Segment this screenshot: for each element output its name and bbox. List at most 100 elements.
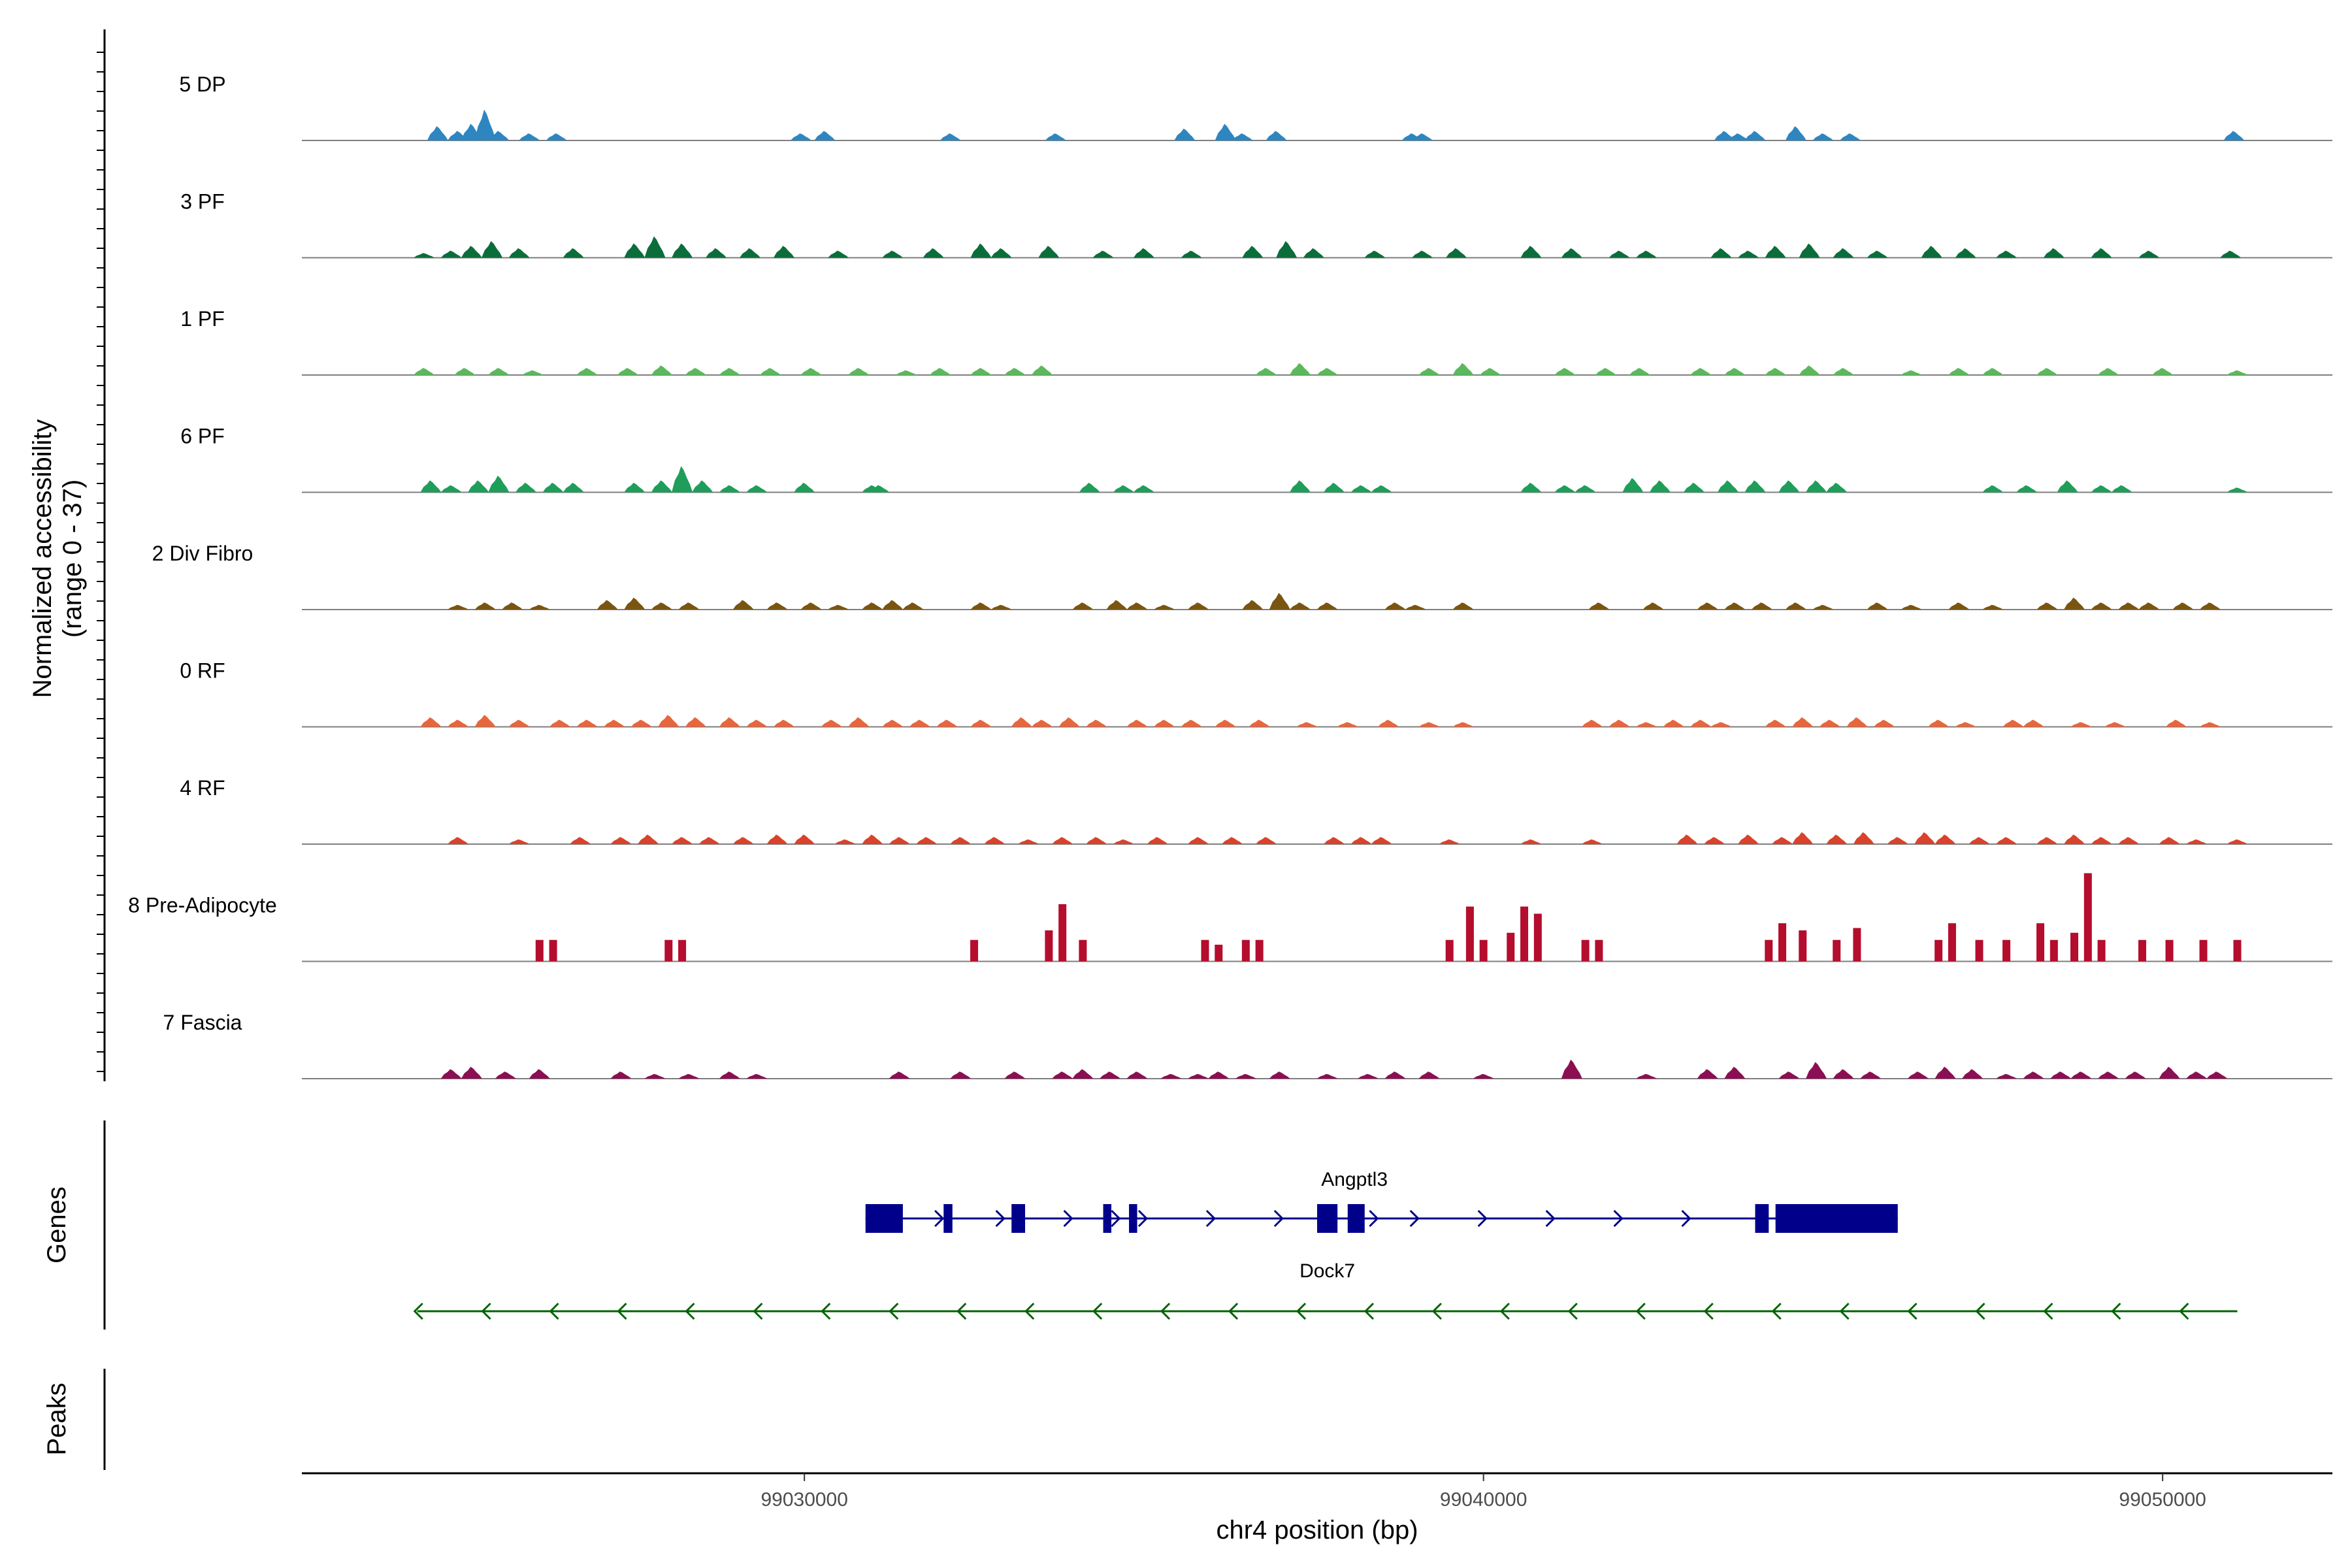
coverage-peak bbox=[1901, 370, 1922, 375]
coverage-peak bbox=[746, 485, 768, 493]
coverage-peak bbox=[1582, 839, 1603, 844]
coverage-peak bbox=[862, 834, 883, 844]
coverage-peak bbox=[1266, 131, 1287, 140]
coverage-peak bbox=[1887, 837, 1908, 844]
coverage-peak bbox=[834, 839, 856, 844]
coverage-peak bbox=[800, 368, 822, 375]
coverage-peak bbox=[1384, 1071, 1406, 1079]
coverage-peak bbox=[1160, 1073, 1182, 1079]
coverage-peak bbox=[576, 368, 598, 375]
coverage-peak bbox=[923, 248, 944, 258]
coverage-peak bbox=[2104, 722, 2126, 727]
coverage-peak bbox=[474, 715, 496, 727]
coverage-peak bbox=[1935, 939, 1943, 962]
track-label: 0 RF bbox=[180, 659, 225, 683]
coverage-peak bbox=[719, 368, 740, 375]
gene-strand-arrow bbox=[1296, 1302, 1307, 1320]
gene-strand-arrow bbox=[1431, 1302, 1442, 1320]
coverage-peak bbox=[1303, 248, 1324, 258]
coverage-peak bbox=[1412, 250, 1433, 258]
coverage-peak bbox=[678, 939, 687, 962]
coverage-peak bbox=[1358, 1073, 1379, 1079]
coverage-peak bbox=[1765, 246, 1786, 258]
coverage-peak bbox=[1296, 722, 1318, 727]
coverage-peak bbox=[1215, 944, 1223, 962]
coverage-peak bbox=[596, 600, 618, 610]
coverage-peak bbox=[1860, 1071, 1882, 1079]
coverage-peak bbox=[1833, 1069, 1854, 1079]
coverage-peak bbox=[719, 717, 740, 727]
coverage-peak bbox=[1717, 480, 1739, 493]
gene-strand-arrow bbox=[1160, 1302, 1171, 1320]
coverage-peak bbox=[542, 482, 564, 493]
coverage-peak bbox=[1676, 834, 1698, 844]
coverage-peak bbox=[549, 939, 557, 962]
coverage-peak bbox=[1609, 250, 1630, 258]
coverage-peak bbox=[1249, 719, 1270, 727]
coverage-peak bbox=[2036, 602, 2058, 610]
coverage-peak bbox=[610, 837, 632, 844]
gene-annotations: Angptl3 Dock7 bbox=[413, 1169, 2238, 1320]
gene-strand-arrow bbox=[1369, 1209, 1379, 1228]
coverage-peak bbox=[2186, 839, 2208, 844]
coverage-peak bbox=[1018, 839, 1039, 844]
gene-strand-arrow bbox=[1228, 1302, 1239, 1320]
coverage-peak bbox=[2159, 1066, 2180, 1079]
track-1-pf: 1 PF bbox=[180, 307, 2332, 376]
coverage-peak bbox=[1445, 939, 1454, 962]
coverage-peak bbox=[2118, 837, 2140, 844]
coverage-peak bbox=[1636, 722, 1658, 727]
gene-strand-arrow bbox=[413, 1302, 423, 1320]
coverage-peak bbox=[1520, 906, 1529, 962]
coverage-peak bbox=[1418, 722, 1440, 727]
coverage-peak bbox=[651, 365, 672, 375]
coverage-peak bbox=[1032, 719, 1053, 727]
x-axis-tick-label: 99040000 bbox=[1440, 1489, 1527, 1511]
coverage-peak bbox=[1996, 250, 2017, 258]
coverage-peak bbox=[624, 597, 645, 610]
coverage-peak bbox=[1663, 719, 1684, 727]
coverage-peak bbox=[1914, 832, 1936, 844]
coverage-peak bbox=[1106, 600, 1128, 610]
gene-strand-arrow bbox=[617, 1302, 627, 1320]
coverage-peak bbox=[1222, 837, 1243, 844]
coverage-peak bbox=[896, 370, 917, 375]
coverage-peak bbox=[658, 715, 679, 727]
coverage-peak bbox=[563, 248, 584, 258]
coverage-peak bbox=[1799, 365, 1820, 375]
coverage-peak bbox=[1350, 837, 1372, 844]
coverage-peak bbox=[1595, 939, 1603, 962]
coverage-peak bbox=[2064, 597, 2085, 610]
gene-strand-arrow bbox=[1273, 1209, 1284, 1228]
coverage-peak bbox=[1072, 602, 1094, 610]
coverage-peak bbox=[1126, 602, 1148, 610]
coverage-peak bbox=[1290, 480, 1311, 493]
track-label: 6 PF bbox=[180, 425, 225, 448]
coverage-peak bbox=[1371, 837, 1392, 844]
coverage-peak bbox=[546, 133, 567, 140]
coverage-peak bbox=[970, 719, 992, 727]
coverage-peak bbox=[1232, 133, 1253, 140]
gene-strand-arrow bbox=[1137, 1209, 1149, 1228]
coverage-peak bbox=[1052, 1071, 1073, 1079]
coverage-peak bbox=[814, 131, 836, 140]
coverage-peak bbox=[2098, 368, 2119, 375]
coverage-peak bbox=[950, 837, 972, 844]
coverage-peak bbox=[1052, 837, 1073, 844]
coverage-peak bbox=[2083, 873, 2092, 962]
coverage-peak bbox=[774, 246, 794, 258]
coverage-peak bbox=[1079, 482, 1100, 493]
coverage-peak bbox=[1324, 482, 1345, 493]
coverage-peak bbox=[2186, 1071, 2208, 1079]
coverage-peak bbox=[440, 250, 462, 258]
coverage-peak bbox=[678, 1073, 700, 1079]
coverage-peak bbox=[1316, 368, 1338, 375]
track-label: 4 RF bbox=[180, 776, 225, 800]
coverage-peak bbox=[939, 133, 961, 140]
coverage-peak bbox=[2152, 368, 2174, 375]
coverage-peak bbox=[1901, 604, 1922, 610]
coverage-peak bbox=[1792, 832, 1814, 844]
coverage-peak bbox=[1962, 1069, 1984, 1079]
coverage-peak bbox=[1242, 246, 1264, 258]
gene-exon bbox=[865, 1204, 903, 1233]
